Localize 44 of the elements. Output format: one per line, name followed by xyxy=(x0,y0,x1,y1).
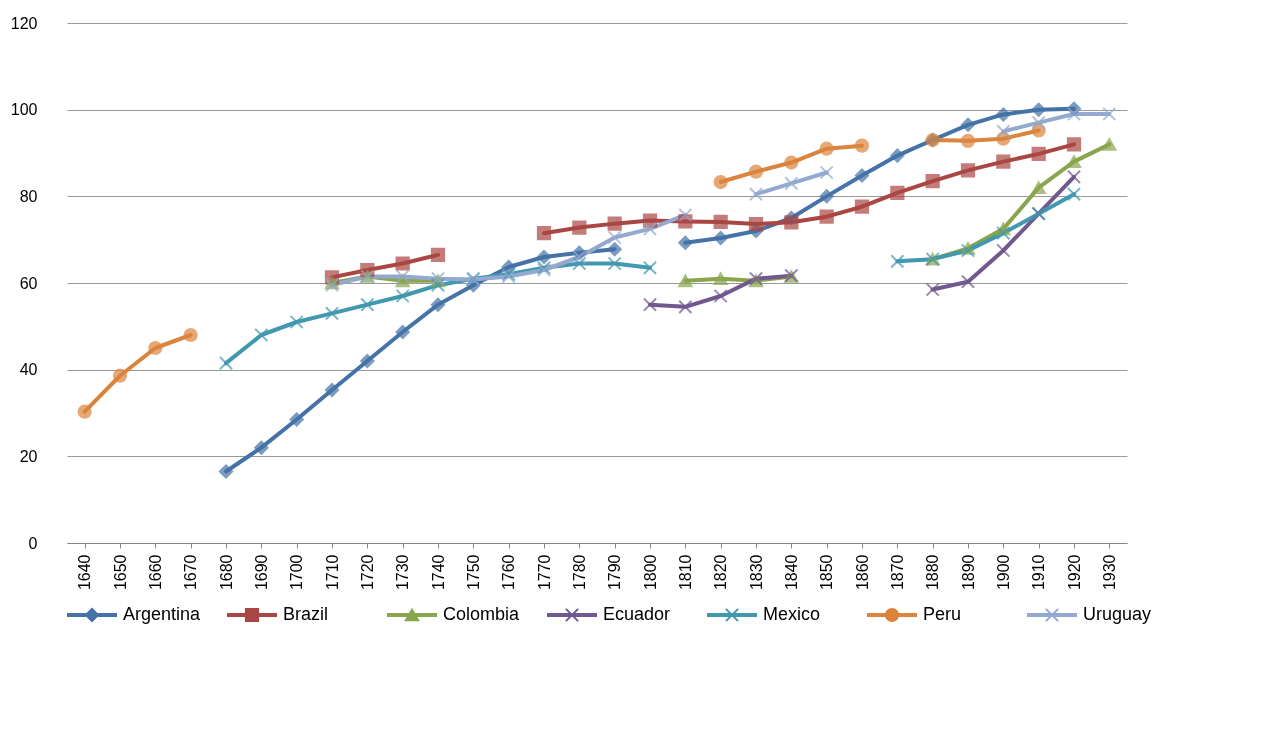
x-tick-label: 1800 xyxy=(641,554,659,591)
x-tick-label: 1720 xyxy=(358,554,376,591)
y-tick-label: 0 xyxy=(28,534,38,552)
x-tick-label: 1910 xyxy=(1030,554,1048,591)
x-tick-label: 1870 xyxy=(888,554,906,591)
x-tick-label: 1900 xyxy=(994,554,1012,591)
y-tick-label: 40 xyxy=(19,361,38,379)
x-tick-label: 1650 xyxy=(111,554,129,591)
x-tick-label: 1860 xyxy=(853,554,871,591)
y-tick-label: 100 xyxy=(10,101,38,119)
x-tick-label: 1740 xyxy=(429,554,447,591)
y-tick-label: 80 xyxy=(19,187,38,205)
legend-label: Uruguay xyxy=(1083,604,1152,624)
y-tick-label: 60 xyxy=(19,274,38,292)
x-tick-label: 1790 xyxy=(606,554,624,591)
y-tick-label: 120 xyxy=(10,14,38,32)
x-tick-label: 1710 xyxy=(323,554,341,591)
x-tick-label: 1840 xyxy=(782,554,800,591)
x-tick-label: 1660 xyxy=(146,554,164,591)
x-tick-label: 1640 xyxy=(76,554,94,591)
x-tick-label: 1690 xyxy=(252,554,270,591)
legend-label: Ecuador xyxy=(603,604,671,624)
x-tick-label: 1760 xyxy=(500,554,518,591)
legend-label: Argentina xyxy=(123,604,202,624)
x-tick-label: 1880 xyxy=(924,554,942,591)
legend-label: Colombia xyxy=(443,604,521,624)
x-tick-label: 1830 xyxy=(747,554,765,591)
y-tick-label: 20 xyxy=(19,447,38,465)
legend-label: Brazil xyxy=(283,604,329,624)
x-tick-label: 1750 xyxy=(464,554,482,591)
x-tick-label: 1680 xyxy=(217,554,235,591)
legend-label: Mexico xyxy=(763,604,821,624)
x-tick-label: 1700 xyxy=(288,554,306,591)
x-tick-label: 1890 xyxy=(959,554,977,591)
x-tick-label: 1770 xyxy=(535,554,553,591)
x-tick-label: 1850 xyxy=(818,554,836,591)
x-tick-label: 1920 xyxy=(1065,554,1083,591)
x-tick-label: 1820 xyxy=(712,554,730,591)
x-tick-label: 1930 xyxy=(1100,554,1118,591)
x-tick-label: 1810 xyxy=(676,554,694,591)
legend-label: Peru xyxy=(923,604,962,624)
x-tick-label: 1730 xyxy=(394,554,412,591)
x-tick-label: 1780 xyxy=(570,554,588,591)
x-tick-label: 1670 xyxy=(182,554,200,591)
